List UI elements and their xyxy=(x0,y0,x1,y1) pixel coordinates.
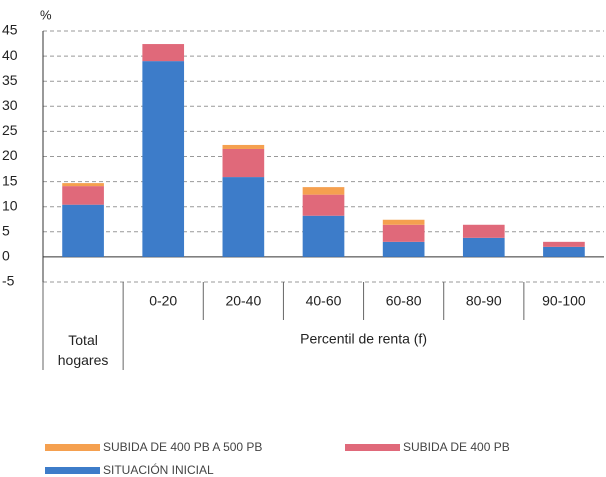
legend-swatch xyxy=(345,444,400,451)
y-tick-label: 10 xyxy=(2,197,18,213)
bar-segment xyxy=(222,177,265,257)
x-tick-label: 60-80 xyxy=(386,293,422,309)
legend-label: SITUACIÓN INICIAL xyxy=(103,462,214,477)
y-tick-label: 40 xyxy=(2,47,18,63)
bar-segment xyxy=(382,241,425,257)
bar-segment xyxy=(302,194,345,216)
y-tick-label: 5 xyxy=(2,223,10,239)
bar-segment xyxy=(62,183,104,187)
y-unit: % xyxy=(40,7,52,22)
legend-swatch xyxy=(45,467,100,474)
y-tick-label: 35 xyxy=(2,72,18,88)
y-tick-label: 30 xyxy=(2,97,18,113)
bar-segment xyxy=(62,204,104,257)
legend-label: SUBIDA DE 400 PB A 500 PB xyxy=(103,440,262,454)
bar-segment xyxy=(543,246,585,257)
legend-label: SUBIDA DE 400 PB xyxy=(403,440,510,454)
bar-segment xyxy=(302,187,345,195)
bar-segment xyxy=(222,148,265,178)
bar-segment xyxy=(462,224,505,238)
bar-segment xyxy=(302,215,345,257)
x-tick-label: 20-40 xyxy=(225,293,261,309)
y-tick-label: 0 xyxy=(2,248,10,264)
y-tick-label: 45 xyxy=(2,22,18,38)
legend-swatch xyxy=(45,444,100,451)
y-tick-label: 25 xyxy=(2,122,18,138)
bar-segment xyxy=(142,61,185,257)
x-tick-label: 40-60 xyxy=(306,293,342,309)
x-tick-label: 90-100 xyxy=(542,293,586,309)
y-tick-label: 20 xyxy=(2,147,18,163)
bar-segment xyxy=(462,237,505,257)
x-tick-label: 0-20 xyxy=(149,293,177,309)
bar-segment xyxy=(543,241,585,247)
bar-segment xyxy=(382,219,425,225)
bar-segment xyxy=(222,144,265,149)
x-tick-label: 80-90 xyxy=(466,293,502,309)
bar-segment xyxy=(62,186,104,205)
x-group-label: Percentil de renta (f) xyxy=(300,331,427,347)
x-tick-label: Total hogares xyxy=(57,332,109,368)
y-tick-label: -5 xyxy=(2,273,15,289)
bar-segment xyxy=(142,44,185,62)
y-tick-label: 15 xyxy=(2,172,18,188)
bar-segment xyxy=(382,224,425,242)
